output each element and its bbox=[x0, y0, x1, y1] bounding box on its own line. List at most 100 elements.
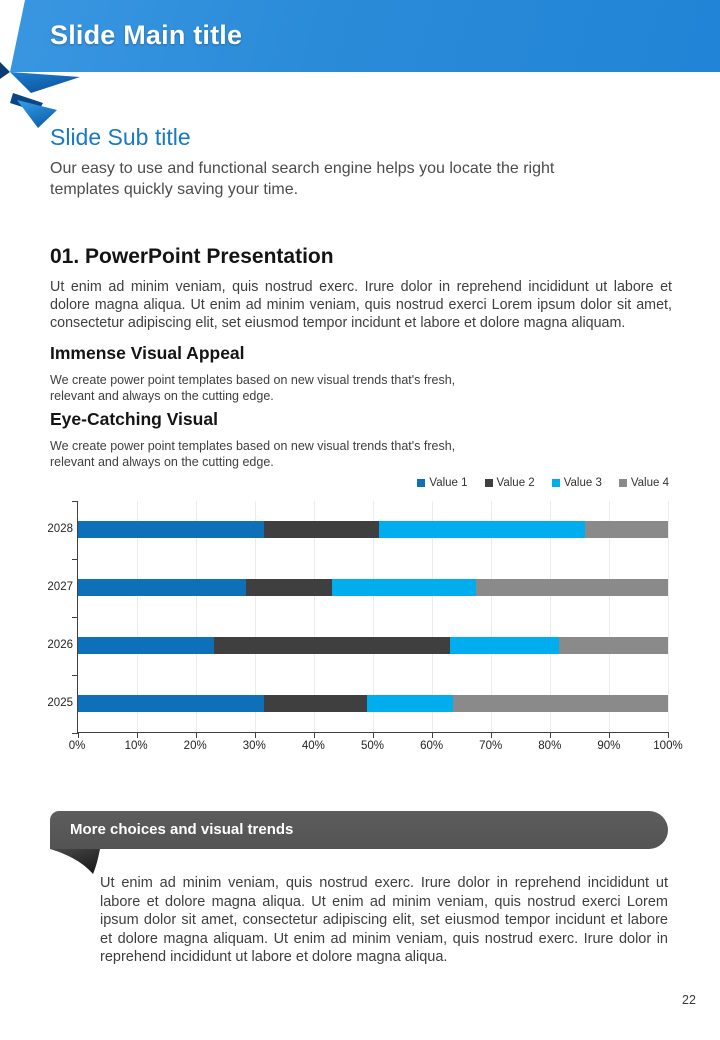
y-axis-tick bbox=[72, 733, 78, 734]
chart-gridline bbox=[491, 501, 492, 732]
feature-heading: Eye-Catching Visual bbox=[50, 409, 218, 429]
chart-plot: 2028 2027 2026 2025 bbox=[47, 501, 669, 738]
chart-row: 2027 bbox=[47, 559, 668, 617]
bar-segment-value-2 bbox=[213, 637, 450, 654]
x-axis-tick bbox=[255, 732, 256, 738]
chart-gridline bbox=[668, 501, 669, 732]
x-axis-label: 40% bbox=[301, 740, 325, 752]
chart-legend: Value 1 Value 2 Value 3 Value 4 bbox=[417, 477, 669, 489]
chart-gridline bbox=[373, 501, 374, 732]
chart-gridline bbox=[137, 501, 138, 732]
bar-segment-value-3 bbox=[378, 521, 586, 538]
x-axis-label: 30% bbox=[242, 740, 266, 752]
chart-gridline bbox=[196, 501, 197, 732]
legend-item: Value 3 bbox=[551, 477, 602, 489]
category-label: 2028 bbox=[47, 523, 73, 535]
chart-gridline bbox=[314, 501, 315, 732]
x-axis-tick bbox=[314, 732, 315, 738]
intro-body: Ut enim ad minim veniam, quis nostrud ex… bbox=[50, 279, 672, 331]
bar-segment-value-1 bbox=[78, 521, 264, 538]
feature-body: We create power point templates based on… bbox=[50, 373, 456, 403]
y-axis-tick bbox=[72, 501, 78, 502]
chart-x-axis: 0% 10% 20% 30% 40% 50% 60% 70% 80% 90% 100% bbox=[69, 740, 683, 756]
chart-gridline bbox=[609, 501, 610, 732]
stacked-bar-chart: Value 1 Value 2 Value 3 Value 4 2028 2027 202… bbox=[40, 470, 683, 772]
legend-swatch bbox=[417, 479, 426, 487]
bar-segment-value-4 bbox=[452, 695, 668, 712]
y-axis-tick bbox=[72, 617, 78, 618]
feature-heading: Immense Visual Appeal bbox=[50, 343, 245, 363]
chart-gridline bbox=[432, 501, 433, 732]
x-axis-label: 70% bbox=[479, 740, 503, 752]
chart-gridline bbox=[550, 501, 551, 732]
ribbon-left-sliver bbox=[0, 62, 10, 79]
y-axis-tick bbox=[72, 675, 78, 676]
legend-swatch bbox=[551, 479, 560, 487]
x-axis-tick bbox=[609, 732, 610, 738]
intro-section: 01. PowerPoint Presentation Ut enim ad m… bbox=[50, 245, 672, 332]
stacked-bar bbox=[78, 579, 668, 596]
stacked-bar bbox=[78, 521, 668, 538]
legend-item: Value 4 bbox=[618, 477, 669, 489]
y-axis-tick bbox=[72, 559, 78, 560]
legend-label: Value 4 bbox=[630, 477, 669, 489]
x-axis-tick bbox=[137, 732, 138, 738]
ribbon-flap-dark bbox=[10, 93, 43, 112]
legend-swatch bbox=[484, 479, 493, 487]
stacked-bar bbox=[78, 695, 668, 712]
bar-segment-value-3 bbox=[331, 579, 477, 596]
chart-row: 2026 bbox=[47, 617, 668, 675]
feature-immense-visual-appeal: Immense Visual Appeal We create power po… bbox=[50, 343, 530, 404]
bar-segment-value-1 bbox=[78, 579, 247, 596]
legend-label: Value 2 bbox=[496, 477, 535, 489]
bar-segment-value-1 bbox=[78, 637, 214, 654]
bar-segment-value-4 bbox=[585, 521, 668, 538]
legend-item: Value 2 bbox=[484, 477, 535, 489]
legend-label: Value 3 bbox=[563, 477, 602, 489]
legend-swatch bbox=[618, 479, 627, 487]
bar-segment-value-2 bbox=[263, 521, 379, 538]
x-axis-label: 90% bbox=[597, 740, 621, 752]
x-axis-tick bbox=[78, 732, 79, 738]
legend-label: Value 1 bbox=[429, 477, 468, 489]
header-banner: Slide Main title bbox=[10, 0, 720, 72]
x-axis-tick bbox=[196, 732, 197, 738]
x-axis-label: 0% bbox=[68, 740, 86, 752]
page-number: 22 bbox=[682, 993, 696, 1007]
x-axis-tick bbox=[373, 732, 374, 738]
page-title: Slide Main title bbox=[50, 20, 243, 50]
bar-segment-value-2 bbox=[263, 695, 368, 712]
bar-segment-value-3 bbox=[449, 637, 559, 654]
subtitle: Slide Sub title bbox=[50, 124, 191, 150]
chart-row: 2028 bbox=[47, 501, 668, 559]
callout-banner: More choices and visual trends bbox=[50, 811, 668, 849]
legend-item: Value 1 bbox=[417, 477, 468, 489]
x-axis-label: 50% bbox=[360, 740, 385, 752]
ribbon-flap-top bbox=[10, 72, 80, 93]
subtitle-section: Slide Sub title Our easy to use and func… bbox=[50, 124, 630, 200]
x-axis-tick bbox=[668, 732, 669, 738]
callout-tail-icon bbox=[50, 849, 100, 874]
category-label: 2027 bbox=[47, 581, 73, 593]
bar-segment-value-4 bbox=[476, 579, 668, 596]
bar-segment-value-3 bbox=[367, 695, 453, 712]
feature-body: We create power point templates based on… bbox=[50, 439, 456, 469]
x-axis-label: 10% bbox=[124, 740, 148, 752]
bar-segment-value-4 bbox=[558, 637, 668, 654]
bar-segment-value-2 bbox=[246, 579, 332, 596]
bar-segment-value-1 bbox=[78, 695, 264, 712]
intro-heading: 01. PowerPoint Presentation bbox=[50, 245, 334, 268]
feature-eye-catching-visual: Eye-Catching Visual We create power poin… bbox=[50, 409, 530, 470]
category-label: 2025 bbox=[47, 697, 73, 709]
x-axis-tick bbox=[550, 732, 551, 738]
x-axis-label: 20% bbox=[183, 740, 207, 752]
subtitle-body: Our easy to use and functional search en… bbox=[50, 160, 555, 198]
closing-paragraph: Ut enim ad minim veniam, quis nostrud ex… bbox=[100, 875, 668, 966]
x-axis-label: 60% bbox=[420, 740, 444, 752]
chart-row: 2025 bbox=[47, 675, 668, 733]
chart-gridline bbox=[255, 501, 256, 732]
x-axis-tick bbox=[432, 732, 433, 738]
callout-label: More choices and visual trends bbox=[70, 821, 294, 838]
x-axis-tick bbox=[491, 732, 492, 738]
